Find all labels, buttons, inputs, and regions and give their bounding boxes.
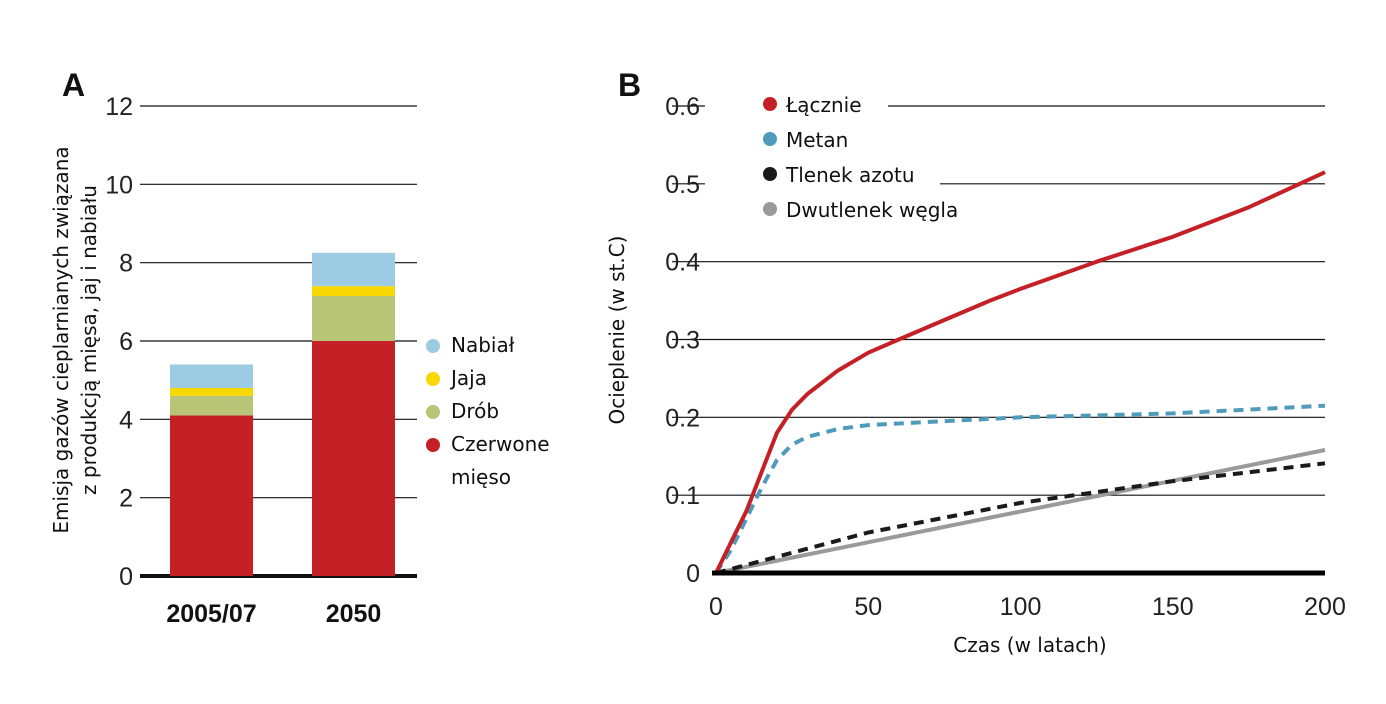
- bar-segment: [312, 295, 395, 341]
- y-tick-label: 8: [119, 250, 133, 278]
- y-tick-label: 2: [119, 485, 133, 513]
- legend-marker: [763, 132, 777, 146]
- panel-label-b: B: [618, 67, 641, 103]
- y-tick-label: 4: [119, 406, 133, 434]
- legend-label: Tlenek azotu: [785, 163, 915, 187]
- bar-segment: [170, 388, 253, 396]
- legend-label: Łącznie: [785, 93, 862, 117]
- x-category-label: 2050: [326, 600, 382, 628]
- series-line-3: [715, 461, 1326, 575]
- y-tick-label: 0: [686, 560, 700, 588]
- y-tick-label: 0.4: [665, 249, 700, 277]
- x-tick-label: 0: [709, 593, 723, 621]
- bar-segment: [170, 364, 253, 388]
- y-axis-label-a-line1: Emisja gazów cieplarnianych związana: [49, 146, 73, 533]
- series-line-1: [714, 170, 1326, 574]
- panel-b: B 0 0.1 0.2 0.3 0.4 0.5 0.6 0 50 100 150 200 Łączni…: [605, 67, 1346, 657]
- y-axis-label-a-line2: z produkcją mięsa, jaj i nabiału: [77, 185, 101, 495]
- panel-label-a: A: [62, 67, 85, 103]
- legend-marker: [426, 405, 440, 419]
- y-tick-label: 12: [105, 93, 133, 121]
- y-axis-label-b: Ocieplenie (w st.C): [605, 236, 629, 425]
- bar-segment: [312, 252, 395, 287]
- legend-label: Drób: [451, 399, 499, 423]
- x-tick-label: 150: [1152, 593, 1194, 621]
- bar-segment: [170, 395, 253, 416]
- x-axis-label-b: Czas (w latach): [953, 633, 1106, 657]
- series-line-2: [714, 403, 1326, 575]
- x-tick-label: 200: [1304, 593, 1346, 621]
- y-tick-label: 6: [119, 328, 133, 356]
- legend-marker: [426, 339, 440, 353]
- panel-a: A 0 2 4 6 8 10 12 2005/07 2050 Nabiał Jaja Drób Cz…: [49, 67, 550, 628]
- legend-marker: [763, 167, 777, 181]
- y-tick-label: 0.5: [665, 171, 700, 199]
- legend-label: mięso: [451, 465, 511, 489]
- legend-label: Dwutlenek węgla: [786, 198, 958, 222]
- x-tick-label: 100: [1000, 593, 1042, 621]
- y-tick-label: 0.2: [665, 404, 700, 432]
- x-tick-label: 50: [854, 593, 882, 621]
- series-line-4: [715, 448, 1326, 575]
- x-category-label: 2005/07: [166, 600, 256, 628]
- legend-label: Czerwone: [451, 432, 550, 456]
- bar-segment: [312, 286, 395, 296]
- legend-label: Metan: [786, 128, 848, 152]
- y-tick-label: 0.3: [665, 327, 700, 355]
- legend-marker: [426, 372, 440, 386]
- bar-segment: [170, 415, 253, 576]
- legend-label: Jaja: [449, 366, 487, 390]
- legend-label: Nabiał: [451, 333, 515, 357]
- y-tick-label: 0.1: [665, 482, 700, 510]
- y-tick-label: 0.6: [665, 93, 700, 121]
- legend-marker: [763, 202, 777, 216]
- legend-marker: [426, 438, 440, 452]
- y-tick-label: 0: [119, 563, 133, 591]
- bar-segment: [312, 341, 395, 576]
- legend-marker: [763, 97, 777, 111]
- y-tick-label: 10: [105, 171, 133, 199]
